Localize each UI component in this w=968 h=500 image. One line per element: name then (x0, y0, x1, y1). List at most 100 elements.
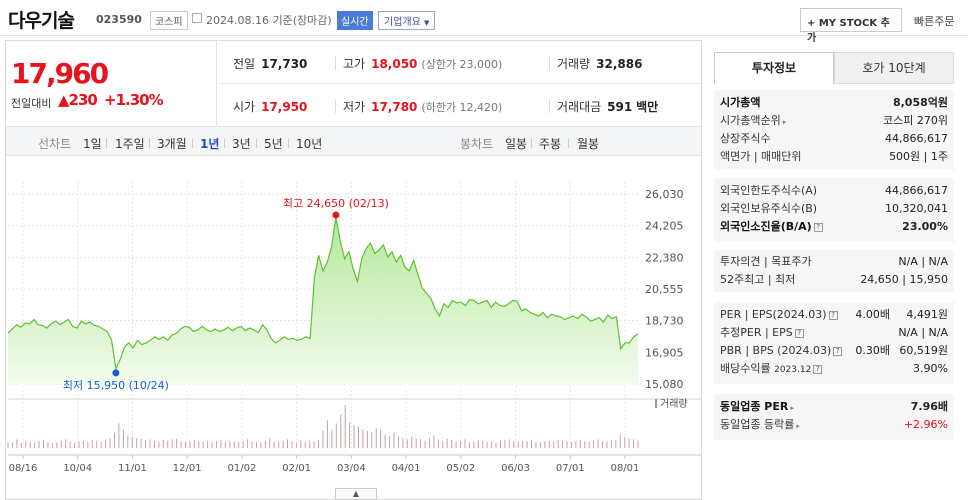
stat-open-value: 17,950 (261, 100, 308, 114)
help-icon[interactable]: ? (828, 310, 838, 320)
tab-monthly[interactable]: 월봉 (577, 137, 600, 151)
y-tick-label: 24,205 (645, 220, 684, 233)
eps-value: 4,491원 (906, 308, 948, 321)
candle-chart-label[interactable]: 봉차트 (460, 137, 494, 151)
stat-volume: 거래량 32,886 (557, 55, 642, 72)
row-mktcap: 시가총액 8,058억원 (720, 94, 948, 112)
max-label: 최고 24,650 (02/13) (283, 197, 389, 210)
divider (106, 138, 107, 148)
tab-weekly[interactable]: 주봉 (539, 137, 562, 151)
pbr-value: 0.30배 (855, 344, 890, 357)
industry-rate-value: +2.96% (903, 418, 948, 431)
x-tick-label: 06/03 (501, 463, 530, 474)
stats-divider (216, 83, 701, 84)
divider (149, 138, 150, 148)
x-tick-label: 08/16 (9, 463, 38, 474)
stock-code: 023590 (96, 13, 142, 26)
tab-5y[interactable]: 5년 (264, 137, 283, 151)
quick-order-link[interactable]: 빠른주문 (914, 15, 955, 28)
company-overview-dropdown[interactable]: 기업개요 ▼ (378, 11, 436, 30)
stat-amount-unit: 백만 (636, 100, 659, 114)
row-52w: 52주최고 | 최저 24,650 | 15,950 (720, 271, 948, 289)
valuation-group: PER | EPS(2024.03)? 4.00배 4,491원 추정PER | E… (714, 302, 954, 384)
row-industry-per[interactable]: 동일업종 PER ▸ 7.96배 (720, 398, 948, 416)
est-per-label: 추정PER | EPS (720, 326, 793, 339)
current-price: 17,960 (11, 57, 109, 90)
x-tick-label: 11/01 (118, 463, 147, 474)
chevron-up-icon: ▲ (352, 489, 360, 498)
stat-amount: 거래대금 591 백만 (557, 98, 658, 115)
foreign-hold-value: 10,320,041 (885, 202, 948, 215)
help-icon[interactable]: ? (794, 328, 804, 338)
add-my-stock-button[interactable]: + MY STOCK 추가 (800, 8, 902, 44)
row-per: PER | EPS(2024.03)? 4.00배 4,491원 (720, 306, 948, 324)
foreign-rate-label: 외국인소진율(B/A) (720, 220, 812, 233)
foreign-limit-label: 외국인한도주식수(A) (720, 184, 818, 197)
dividend-date: 2023.12 (774, 365, 812, 375)
realtime-badge[interactable]: 실시간 (337, 11, 373, 30)
expand-chart-button[interactable]: ▲ (335, 488, 377, 500)
tab-1d[interactable]: 1일 (83, 137, 102, 151)
opinion-value: N/A | N/A (898, 255, 948, 268)
stat-volume-label: 거래량 (557, 57, 591, 71)
help-icon[interactable]: ? (813, 364, 823, 374)
stock-name: 다우기술 (8, 10, 75, 32)
help-icon[interactable]: ? (813, 222, 823, 232)
x-tick-label: 10/04 (63, 463, 92, 474)
base-date: 2024.08.16 기준(장마감) (206, 14, 332, 27)
stock-header: 다우기술 023590 코스피 2024.08.16 기준(장마감) 실시간 기… (0, 0, 968, 44)
help-icon[interactable]: ? (833, 346, 843, 356)
per-value: 4.00배 (855, 308, 890, 321)
tab-1y[interactable]: 1년 (200, 137, 220, 151)
quote-panel: 17,960 전일대비 ▲230 +1.30% 전일 17,730 고가 18,05… (5, 40, 702, 500)
mktcap-value: 8,058억원 (892, 96, 948, 109)
line-chart-label[interactable]: 선차트 (38, 137, 72, 151)
chart-period-tabs: 선차트 1일 1주일 3개월 1년 3년 5년 10년 봉차트 일봉 주봉 월봉 (6, 126, 701, 156)
stat-amount-value: 591 (607, 100, 633, 114)
price-change-percent: +1.30% (104, 91, 164, 109)
y-tick-label: 20,555 (645, 283, 684, 296)
tab-quote-10[interactable]: 호가 10단계 (834, 52, 954, 84)
volume-legend-label: 거래량 (660, 398, 688, 410)
stat-prev-label: 전일 (233, 57, 256, 71)
price-stats: 전일 17,730 고가 18,050 (상한가 23,000) 거래량 32,886 … (216, 41, 701, 126)
stat-upper-limit: (상한가 23,000) (421, 58, 503, 71)
row-foreign-hold: 외국인보유주식수(B) 10,320,041 (720, 200, 948, 218)
divider (256, 138, 257, 148)
y-tick-label: 15,080 (645, 378, 684, 391)
row-rank[interactable]: 시가총액순위 ▸ 코스피 270위 (720, 112, 948, 130)
y-tick-label: 22,380 (645, 251, 684, 264)
tab-3y[interactable]: 3년 (232, 137, 251, 151)
x-tick-label: 03/04 (337, 463, 366, 474)
tab-3m[interactable]: 3개월 (157, 137, 187, 151)
row-industry-rate[interactable]: 동일업종 등락률 ▸ +2.96% (720, 416, 948, 434)
price-area (8, 217, 638, 384)
row-pbr: PBR | BPS (2024.03)? 0.30배 60,519원 (720, 342, 948, 360)
row-foreign-limit: 외국인한도주식수(A) 44,866,617 (720, 182, 948, 200)
price-change: ▲230 (58, 91, 98, 109)
divider (335, 99, 336, 113)
calendar-icon (192, 13, 202, 23)
shares-value: 44,866,617 (885, 132, 948, 145)
stat-open: 시가 17,950 (233, 98, 307, 115)
x-tick-label: 01/02 (227, 463, 256, 474)
stat-prev-value: 17,730 (261, 57, 308, 71)
tab-10y[interactable]: 10년 (296, 137, 323, 151)
w52-value: 24,650 | 15,950 (860, 273, 948, 286)
w52-label: 52주최고 | 최저 (720, 273, 796, 286)
invest-info-panel: 투자정보 호가 10단계 시가총액 8,058억원 시가총액순위 ▸ 코스피 270위… (714, 52, 954, 442)
tab-daily[interactable]: 일봉 (505, 137, 528, 151)
foreign-rate-value: 23.00% (902, 220, 948, 233)
stat-prev: 전일 17,730 (233, 55, 307, 72)
stat-high-value: 18,050 (371, 57, 418, 71)
industry-group: 동일업종 PER ▸ 7.96배 동일업종 등락률 ▸ +2.96% (714, 394, 954, 440)
tab-1w[interactable]: 1주일 (115, 137, 145, 151)
min-label: 최저 15,950 (10/24) (63, 379, 169, 392)
market-cap-group: 시가총액 8,058억원 시가총액순위 ▸ 코스피 270위 상장주식수 44,866,… (714, 90, 954, 170)
stat-low-label: 저가 (343, 100, 366, 114)
company-overview-label: 기업개요 (384, 17, 421, 28)
stat-lower-limit: (하한가 12,420) (421, 101, 503, 114)
pbr-label: PBR | BPS (2024.03) (720, 344, 832, 357)
foreign-hold-label: 외국인보유주식수(B) (720, 202, 818, 215)
tab-invest-info[interactable]: 투자정보 (714, 52, 834, 84)
